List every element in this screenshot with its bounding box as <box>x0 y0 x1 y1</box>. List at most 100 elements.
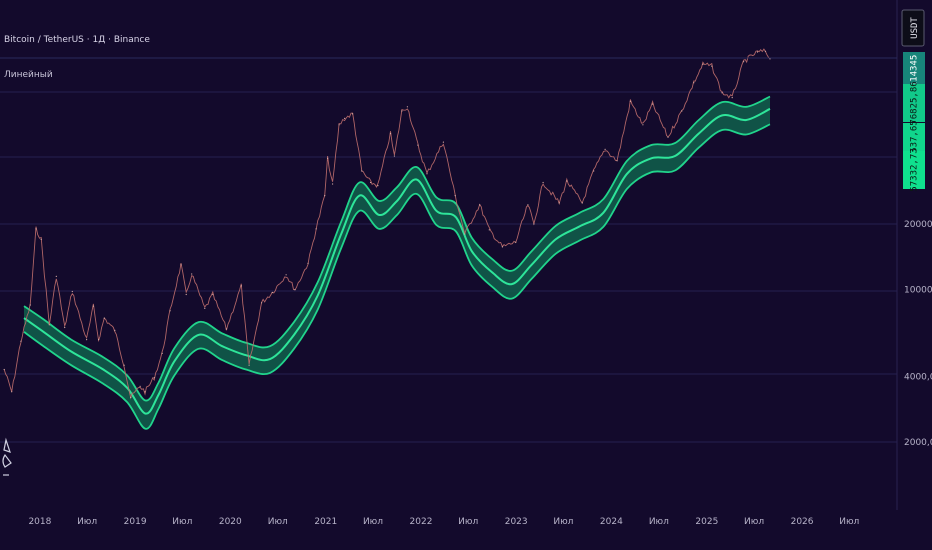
x-tick-label: 2024 <box>600 517 623 527</box>
price-point <box>731 97 733 99</box>
currency-label: USDT <box>910 17 920 39</box>
x-tick-label: 2019 <box>124 517 147 527</box>
grid <box>0 91 897 443</box>
price-tag-lower <box>903 151 925 189</box>
price-point <box>426 173 428 175</box>
price-group <box>3 48 771 400</box>
price-point <box>756 51 759 53</box>
price-point <box>344 117 346 119</box>
price-point <box>352 113 354 115</box>
price-point <box>35 228 37 230</box>
x-tick-label: 2022 <box>410 517 433 527</box>
price-point <box>240 285 242 287</box>
price-point <box>501 246 503 248</box>
band-upper-line <box>23 95 771 402</box>
x-tick-label: 2020 <box>219 517 242 527</box>
price-point <box>285 274 287 276</box>
price-point <box>92 305 94 307</box>
price-point <box>327 157 329 159</box>
price-point <box>711 65 713 67</box>
price-point <box>161 352 163 354</box>
x-tick-label: Июл <box>744 517 764 527</box>
price-point <box>377 185 379 187</box>
price-tag-label: 76825,86 <box>910 81 920 124</box>
price-point <box>721 92 723 94</box>
price-point <box>464 233 466 235</box>
price-point <box>248 364 250 366</box>
price-point <box>593 170 595 172</box>
price-axis[interactable]: 2000,00 4000,00 10000,00 20000,00 <box>904 220 932 448</box>
x-tick-label: Июл <box>172 517 192 527</box>
price-tag-last <box>903 52 925 90</box>
price-point <box>454 195 456 197</box>
price-point <box>479 204 481 206</box>
price-point <box>406 106 408 108</box>
price-point <box>225 328 227 330</box>
price-point <box>581 202 583 204</box>
price-point <box>324 195 326 197</box>
price-point <box>389 132 392 135</box>
band-group <box>23 95 771 430</box>
price-point <box>769 58 771 60</box>
price-point <box>71 290 73 293</box>
price-point <box>130 396 132 399</box>
symbol-title[interactable]: Bitcoin / TetherUS · 1Д · Binance <box>4 35 150 45</box>
price-point <box>604 148 606 150</box>
x-tick-label: Июл <box>649 517 669 527</box>
x-tick-label: Июл <box>268 517 288 527</box>
price-tag-label: 114345 <box>910 55 920 88</box>
band-mid-line <box>23 107 771 415</box>
price-point <box>271 291 273 294</box>
price-point <box>114 329 116 331</box>
price-point <box>642 124 644 126</box>
time-axis[interactable]: 2018 Июл 2019 Июл 2020 Июл 2021 Июл 2022 Июл 2023 И… <box>28 517 859 527</box>
x-tick-label: Июл <box>458 517 478 527</box>
price-point <box>652 103 654 105</box>
price-point <box>616 160 618 162</box>
price-point <box>204 307 206 309</box>
y-tick-label: 2000,00 <box>904 438 932 448</box>
price-point <box>693 82 695 84</box>
price-point <box>558 202 560 204</box>
price-point <box>64 326 66 329</box>
x-tick-label: 2025 <box>695 517 718 527</box>
indicator-name[interactable]: Линейный <box>4 70 53 80</box>
price-point <box>103 317 105 319</box>
price-point <box>55 275 57 277</box>
price-point <box>294 289 296 291</box>
price-point <box>29 304 31 306</box>
band-fill <box>24 96 770 429</box>
price-point <box>185 293 187 296</box>
x-tick-label: 2018 <box>28 517 51 527</box>
price-point <box>702 63 704 65</box>
y-tick-label: 4000,00 <box>904 372 932 382</box>
x-tick-label: Июл <box>77 517 97 527</box>
price-point <box>533 223 535 225</box>
price-point <box>370 181 372 184</box>
price-point <box>40 238 42 240</box>
price-point <box>488 229 490 231</box>
price-tag-label: 67537,65 <box>910 120 920 163</box>
price-point <box>315 228 317 230</box>
y-tick-label: 20000,00 <box>904 220 932 230</box>
price-point <box>212 293 214 296</box>
price-point <box>681 110 683 112</box>
price-point <box>261 302 263 304</box>
price-point <box>3 368 5 371</box>
currency-badge[interactable] <box>901 9 925 47</box>
price-point <box>98 339 100 341</box>
price-point <box>11 391 13 393</box>
price-point <box>169 310 171 312</box>
price-point <box>566 180 568 182</box>
price-point <box>393 155 395 157</box>
x-tick-label: Июл <box>553 517 573 527</box>
price-point <box>629 100 632 102</box>
price-point <box>361 170 363 172</box>
x-tick-label: Июл <box>363 517 383 527</box>
price-point <box>515 241 517 243</box>
tradingview-logo-icon[interactable] <box>2 437 12 476</box>
price-point <box>417 144 419 146</box>
price-point <box>20 340 22 342</box>
